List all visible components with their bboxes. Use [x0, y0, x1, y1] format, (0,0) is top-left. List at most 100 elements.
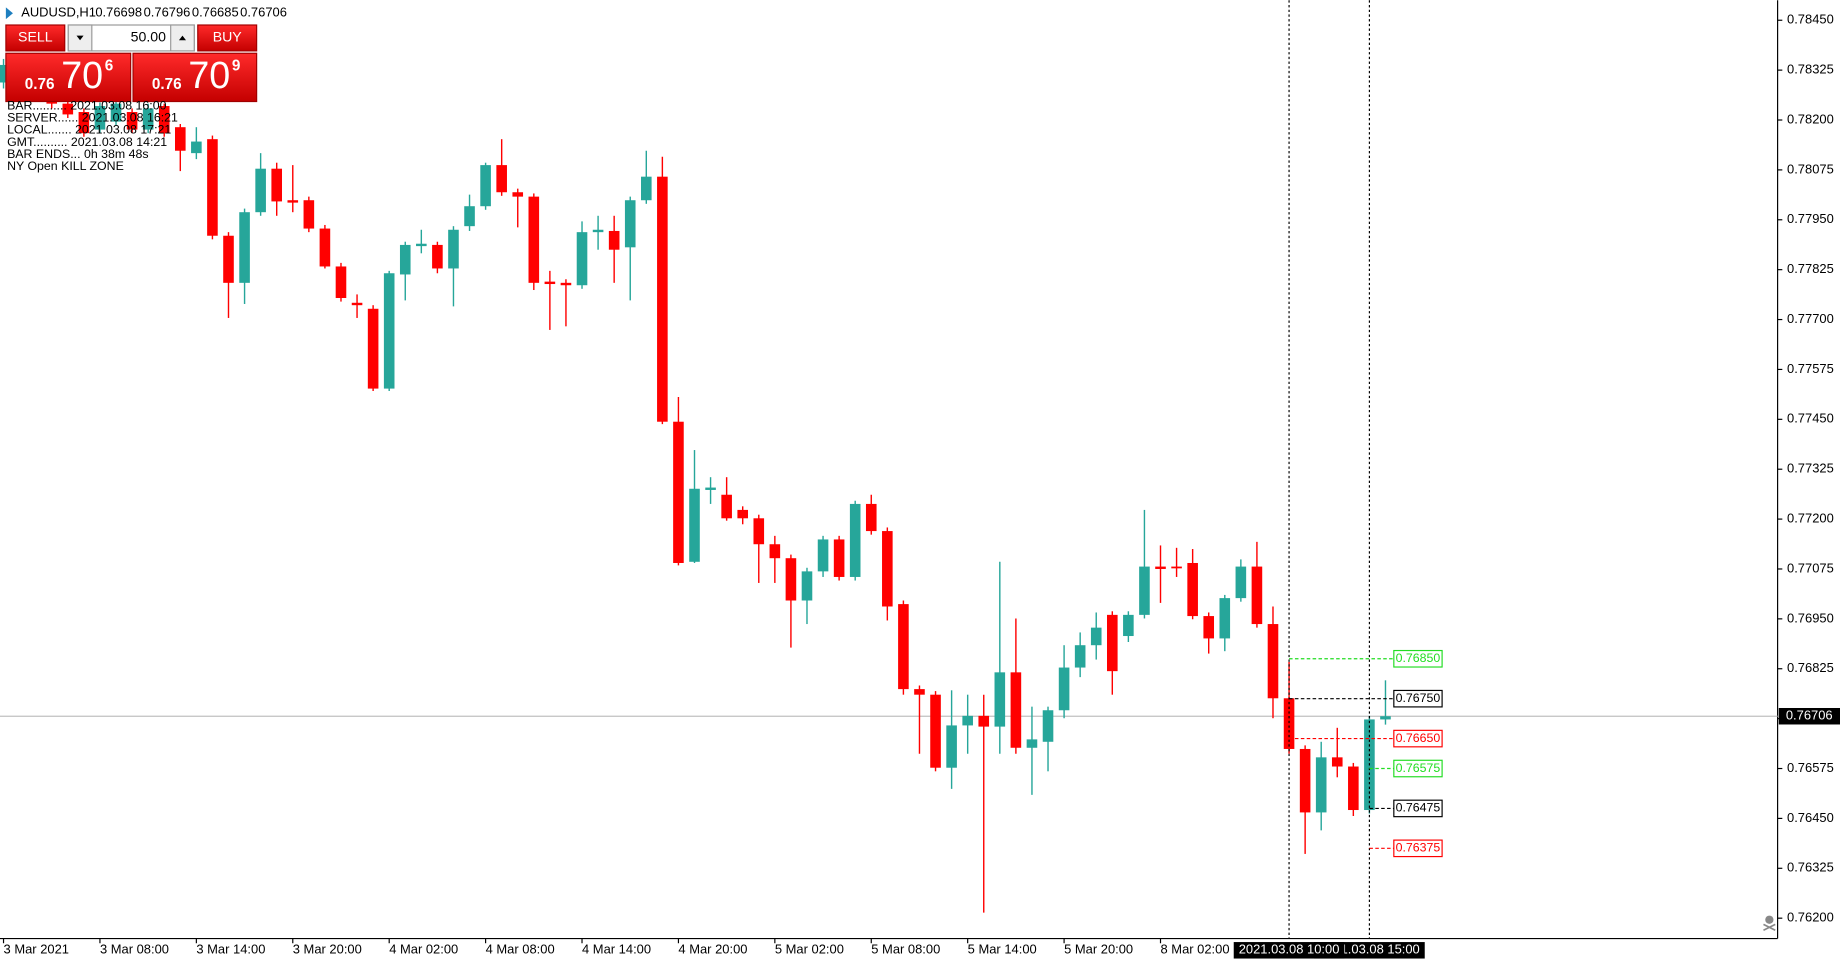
candle-body [191, 141, 202, 154]
y-tick-label: 0.76825 [1787, 660, 1834, 675]
info-line: SERVER...... 2021.03.08 16:21 [7, 111, 178, 125]
header-close: 0.76706 [240, 5, 287, 20]
x-tick-label: 4 Mar 08:00 [486, 942, 555, 957]
buy-label: BUY [213, 29, 243, 45]
y-tick-label: 0.77325 [1787, 461, 1834, 476]
bid-big: 0.76 [25, 76, 55, 93]
candle-body [705, 487, 716, 490]
header-low: 0.76685 [192, 5, 239, 20]
candle-body [640, 176, 652, 201]
candle-body [207, 139, 218, 236]
lot-value: 50.00 [131, 29, 166, 45]
candle-body [1042, 710, 1054, 742]
candle-body [351, 302, 363, 306]
candle-body [1203, 616, 1215, 639]
candle-body [801, 571, 813, 601]
x-tick-label: 3 Mar 08:00 [100, 942, 169, 957]
y-tick-label: 0.78450 [1787, 12, 1834, 27]
candle-body [576, 232, 588, 286]
x-tick-label: 5 Mar 20:00 [1064, 942, 1133, 957]
candle-body [1090, 627, 1102, 646]
y-tick-label: 0.78200 [1787, 111, 1834, 126]
sell-button[interactable] [5, 24, 66, 52]
y-tick-label: 0.77200 [1787, 511, 1834, 526]
candle-body [930, 694, 941, 768]
bid-label-box [1778, 707, 1840, 725]
candle-body [978, 715, 990, 727]
candle-body [1074, 645, 1086, 668]
candle-body [126, 112, 138, 130]
candle-body [898, 604, 909, 690]
candle-body [1187, 562, 1198, 617]
candle-body [1155, 566, 1166, 569]
trade-panel: SELL 50.00 BUY 0.76 70 6 0.76 70 9 [5, 24, 258, 103]
y-tick-label: 0.77450 [1787, 411, 1834, 426]
candle-body [1331, 757, 1343, 767]
ask-pips: 70 [188, 54, 230, 96]
ask-point: 9 [232, 57, 241, 74]
x-tick-label: 5 Mar 14:00 [968, 942, 1037, 957]
bid-box[interactable] [5, 52, 132, 103]
candle-body [849, 503, 861, 577]
skull [1765, 915, 1774, 924]
y-tick-label: 0.77700 [1787, 311, 1834, 326]
candle-body [1107, 614, 1118, 672]
x-tick-label: 3 Mar 20:00 [293, 942, 362, 957]
y-tick-label: 0.77950 [1787, 211, 1834, 226]
candle-body [769, 544, 781, 559]
marker-label-box [1233, 942, 1345, 959]
candle-body [223, 235, 234, 283]
ask-box[interactable] [132, 52, 258, 103]
candle-body [624, 200, 636, 248]
candle-body [1139, 566, 1150, 615]
candle-body [158, 106, 170, 134]
x-tick-label: 5 Mar 02:00 [775, 942, 844, 957]
y-tick-label: 0.77825 [1787, 261, 1834, 276]
x-tick-label: 4 Mar 14:00 [582, 942, 651, 957]
candle-body [1026, 739, 1038, 748]
level-box [1393, 649, 1443, 668]
buy-button[interactable] [197, 24, 258, 52]
candle-body [544, 281, 556, 285]
x-tick-label: 5 Mar 08:00 [871, 942, 940, 957]
symbol: AUDUSD,H1 [21, 5, 96, 20]
candle-body [1283, 698, 1295, 749]
candle-body [1010, 672, 1022, 748]
y-tick-label: 0.76575 [1787, 760, 1834, 775]
candle-body [673, 421, 684, 563]
candle-body [496, 165, 507, 193]
candle-body [528, 196, 540, 283]
candle-body [689, 488, 700, 562]
candle-body [287, 200, 299, 203]
level-label: 0.76850 [1396, 651, 1441, 665]
candle-body [1123, 614, 1134, 637]
candle-body [721, 494, 732, 519]
candle-body [1315, 757, 1327, 813]
level-box [1393, 729, 1443, 748]
candle-body [271, 168, 283, 202]
candle-body [62, 103, 74, 115]
candle-body [448, 229, 459, 269]
candle-body [1235, 566, 1247, 599]
y-tick-label: 0.77075 [1787, 560, 1834, 575]
info-line: BAR ENDS... 0h 38m 48s [7, 147, 149, 161]
info-block: BAR.......... 2021.03.08 16:00SERVER....… [7, 98, 178, 173]
bid-pips: 70 [61, 54, 103, 96]
candle-body [1058, 667, 1070, 711]
candle-body [994, 672, 1006, 727]
candle-body [1267, 624, 1279, 699]
y-tick-label: 0.78325 [1787, 62, 1834, 77]
candle-body [94, 106, 106, 130]
candle-body [785, 558, 797, 601]
candle-body [753, 518, 765, 545]
ask-big: 0.76 [152, 76, 182, 93]
header-high: 0.76796 [144, 5, 191, 20]
header-open: 0.76698 [95, 5, 142, 20]
candle-body [416, 243, 427, 247]
bid-label: 0.76706 [1786, 708, 1833, 723]
candle-body [110, 103, 122, 122]
